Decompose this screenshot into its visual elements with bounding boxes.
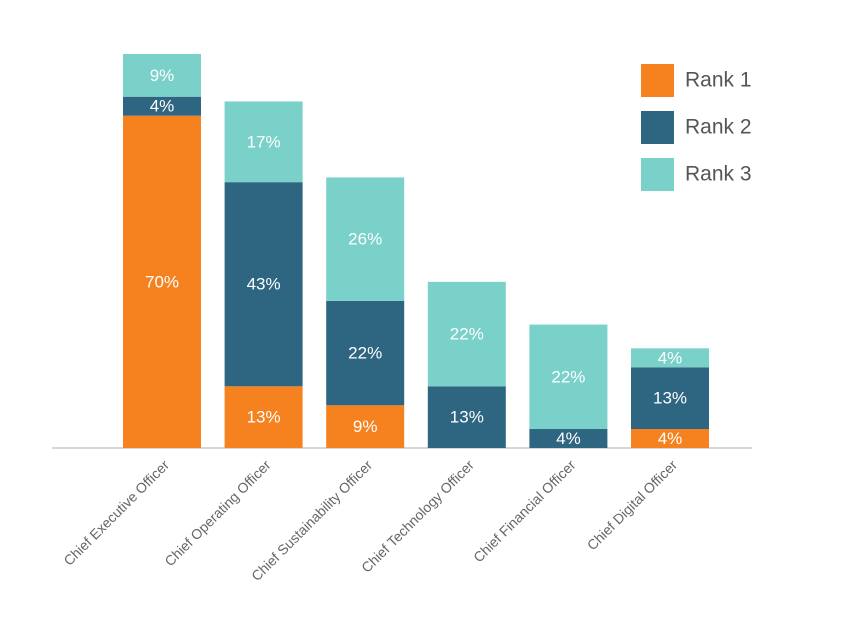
bar-data-label: 70%: [145, 272, 179, 291]
x-tick-label: Chief Operating Officer: [161, 457, 274, 570]
bar-data-label: 22%: [348, 344, 382, 363]
bar-segment-rank-2: [326, 300, 405, 406]
bar-data-label: 13%: [247, 408, 281, 427]
x-tick-label: Chief Digital Officer: [584, 457, 681, 554]
legend-label: Rank 2: [685, 116, 752, 139]
legend-label: Rank 1: [685, 69, 752, 92]
bar-data-label: 4%: [556, 429, 581, 448]
bar-segment-rank-3: [631, 348, 709, 368]
x-tick-label: Chief Financial Officer: [470, 457, 579, 566]
bar-segment-rank-1: [326, 405, 405, 448]
bar-data-label: 9%: [353, 417, 378, 436]
bar-data-label: 13%: [450, 408, 484, 427]
bar-segment-rank-3: [529, 324, 608, 430]
legend-swatch: [641, 158, 674, 191]
bar-data-label: 22%: [450, 325, 484, 344]
bar-data-label: 9%: [150, 66, 175, 85]
bar-segment-rank-3: [326, 177, 405, 301]
x-tick-label: Chief Sustainability Officer: [248, 457, 375, 584]
bar-segment-rank-3: [224, 101, 303, 183]
legend-swatch: [641, 64, 674, 97]
bar-segment-rank-1: [123, 115, 201, 448]
bar-data-label: 22%: [551, 367, 585, 386]
bar-segment-rank-2: [224, 182, 303, 387]
bar-segment-rank-2: [123, 96, 201, 116]
bar-segment-rank-1: [224, 386, 303, 448]
bar-segment-rank-1: [631, 429, 709, 448]
bar-data-label: 4%: [150, 97, 175, 116]
bars-group: 70% 4% 9% 13% 43% 17% 9% 22% 26% 13% 22% 4% 22% 4% 13%…: [123, 54, 709, 448]
bar-segment-rank-3: [427, 281, 506, 387]
bar-segment-rank-3: [123, 54, 201, 97]
bar-segment-rank-2: [529, 429, 608, 448]
bar-data-label: 4%: [658, 348, 683, 367]
bar-data-label: 26%: [348, 230, 382, 249]
bar-data-label: 4%: [658, 429, 683, 448]
bar-data-label: 13%: [653, 389, 687, 408]
bar-data-label: 43%: [247, 275, 281, 294]
legend-label: Rank 3: [685, 163, 752, 186]
legend: Rank 1 Rank 2 Rank 3: [641, 64, 752, 191]
x-tick-label: Chief Executive Officer: [60, 457, 172, 569]
legend-swatch: [641, 111, 674, 144]
bar-segment-rank-2: [631, 367, 709, 430]
bar-data-label: 17%: [247, 132, 281, 151]
x-tick-label: Chief Technology Officer: [358, 457, 477, 576]
bar-segment-rank-2: [427, 386, 506, 448]
